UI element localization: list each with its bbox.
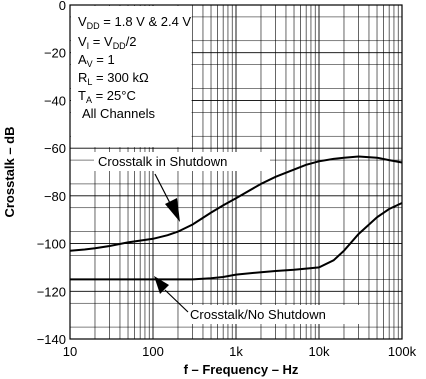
no-shutdown-arrow bbox=[154, 276, 189, 313]
cond-vdd: VDD = 1.8 V & 2.4 V bbox=[78, 14, 191, 31]
x-tick-label: 10k bbox=[309, 344, 330, 359]
cond-channels: All Channels bbox=[82, 106, 155, 121]
shutdown-label-background bbox=[94, 152, 270, 171]
y-tick-label: −140 bbox=[37, 332, 66, 347]
plot-frame bbox=[69, 4, 403, 340]
x-tick-label: 100 bbox=[142, 344, 164, 359]
x-tick-label: 100k bbox=[388, 344, 417, 359]
series-line-shutdown bbox=[69, 155, 403, 252]
y-tick-label: 0 bbox=[59, 0, 66, 13]
x-tick-label: 1k bbox=[229, 344, 243, 359]
y-axis-ticks: 0 −20 −40 −60 −80 −100 −120 −140 bbox=[37, 0, 66, 347]
no-shutdown-series-label: Crosstalk/No Shutdown bbox=[190, 307, 326, 322]
x-axis-title: f – Frequency – Hz bbox=[184, 362, 299, 377]
conditions-box bbox=[71, 6, 192, 148]
cond-ta: TA = 25°C bbox=[78, 88, 136, 105]
y-tick-label: −40 bbox=[44, 93, 66, 108]
y-tick-label: −20 bbox=[44, 46, 66, 61]
y-tick-label: −60 bbox=[44, 141, 66, 156]
shutdown-series-label: Crosstalk in Shutdown bbox=[98, 154, 227, 169]
x-tick-label: 10 bbox=[63, 344, 77, 359]
no-shutdown-label-background bbox=[186, 305, 364, 324]
y-tick-label: −80 bbox=[44, 189, 66, 204]
cond-rl: RL = 300 kΩ bbox=[78, 70, 149, 87]
y-tick-label: −100 bbox=[37, 237, 66, 252]
shutdown-arrow bbox=[154, 173, 180, 222]
y-tick-label: −120 bbox=[37, 284, 66, 299]
x-axis-ticks: 10 100 1k 10k 100k bbox=[63, 344, 417, 359]
cond-av: AV = 1 bbox=[78, 52, 115, 69]
y-axis-title: Crosstalk – dB bbox=[2, 126, 17, 217]
conditions-text: VDD = 1.8 V & 2.4 V VI = VDD/2 AV = 1 RL… bbox=[78, 14, 191, 121]
cond-vi: VI = VDD/2 bbox=[78, 34, 137, 51]
